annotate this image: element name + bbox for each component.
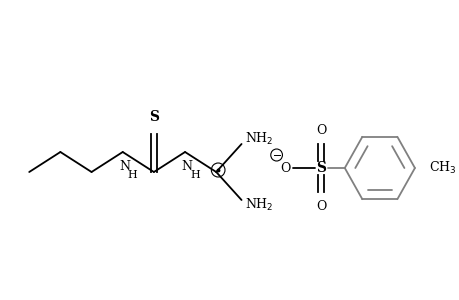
Text: S: S	[149, 110, 158, 124]
Text: S: S	[316, 161, 326, 175]
Text: N: N	[119, 160, 130, 173]
Text: O: O	[315, 124, 326, 136]
Text: NH$_2$: NH$_2$	[244, 131, 273, 147]
Text: H: H	[190, 170, 199, 180]
Text: O: O	[315, 200, 326, 212]
Text: CH$_3$: CH$_3$	[428, 160, 455, 176]
Text: O: O	[279, 163, 290, 176]
Text: NH$_2$: NH$_2$	[244, 197, 273, 213]
Text: H: H	[127, 170, 137, 180]
Text: N: N	[181, 160, 192, 173]
